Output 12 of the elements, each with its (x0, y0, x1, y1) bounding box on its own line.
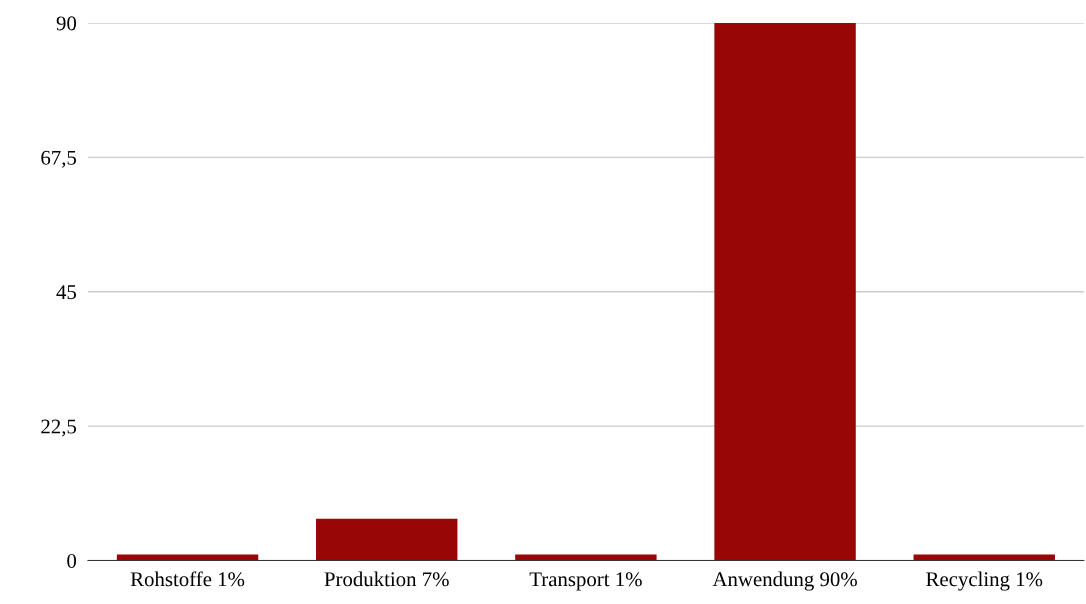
y-tick-label: 45 (56, 285, 77, 300)
y-tick-label: 90 (56, 16, 77, 31)
y-tick-label: 0 (67, 553, 77, 568)
bar (316, 518, 458, 561)
bar (714, 22, 856, 561)
x-tick-label: Recycling 1% (926, 571, 1043, 591)
x-tick-label: Anwendung 90% (712, 571, 857, 591)
y-tick-label: 67,5 (41, 150, 77, 168)
x-tick-label: Transport 1% (529, 572, 642, 591)
y-tick-label: 22,5 (41, 419, 77, 437)
x-tick-label: Produktion 7% (324, 571, 449, 587)
x-tick-label: Rohstoffe 1% (130, 571, 245, 587)
